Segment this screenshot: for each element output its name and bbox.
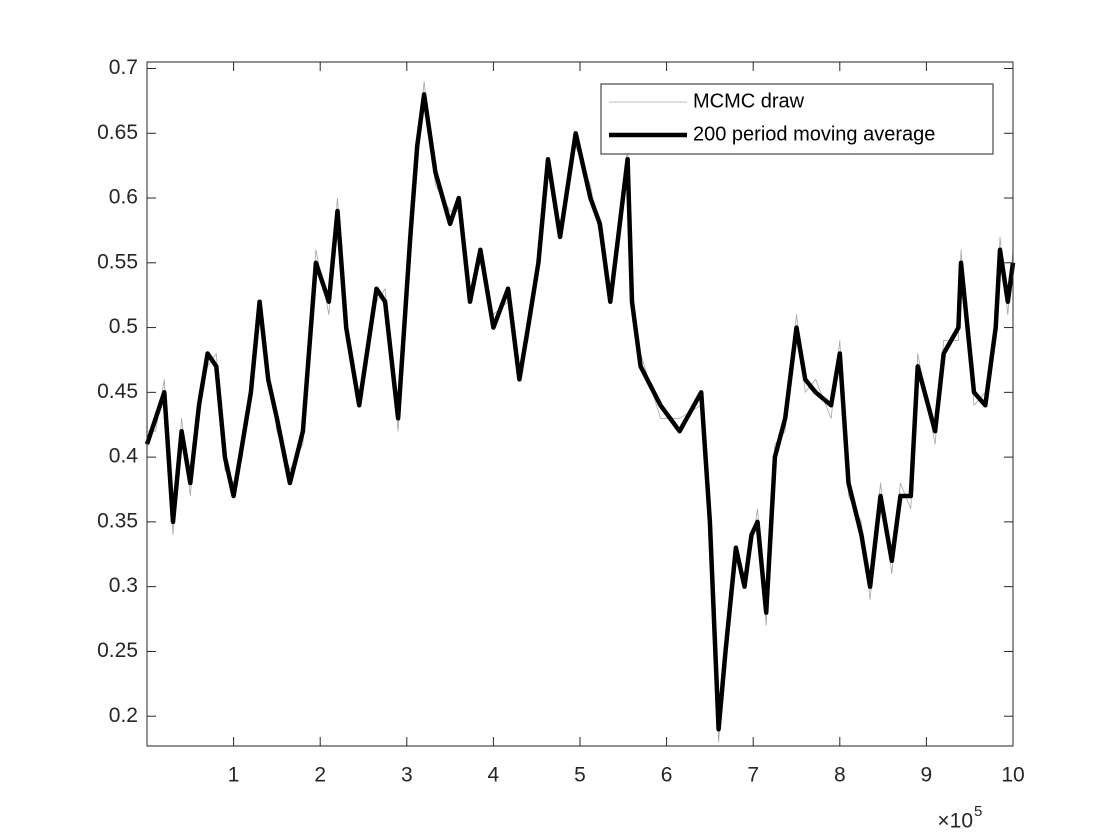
legend-box xyxy=(600,83,994,155)
y-tick-label: 0.35 xyxy=(97,509,138,532)
x-exponent-base: ×10 xyxy=(937,810,973,833)
x-tick-label: 6 xyxy=(661,764,673,787)
x-tick-label: 9 xyxy=(921,764,933,787)
x-tick-label: 1 xyxy=(228,764,240,787)
legend-label: MCMC draw xyxy=(693,90,805,112)
y-tick-label: 0.6 xyxy=(109,186,138,209)
series-line xyxy=(144,92,1016,732)
y-tick-label: 0.4 xyxy=(109,445,139,468)
y-tick-label: 0.45 xyxy=(97,380,138,403)
x-tick-label: 8 xyxy=(834,764,846,787)
legend-label: 200 period moving average xyxy=(693,123,935,145)
y-tick-label: 0.65 xyxy=(97,121,138,144)
x-tick-label: 2 xyxy=(314,764,326,787)
x-exponent: 5 xyxy=(974,803,982,820)
x-tick-label: 3 xyxy=(401,764,413,787)
y-tick-label: 0.3 xyxy=(109,574,138,597)
x-tick-label: 10 xyxy=(1001,764,1024,787)
y-tick-label: 0.5 xyxy=(109,315,138,338)
x-tick-label: 5 xyxy=(574,764,586,787)
y-tick-label: 0.2 xyxy=(109,704,138,727)
y-tick-label: 0.7 xyxy=(109,56,138,79)
x-tick-label: 7 xyxy=(747,764,759,787)
y-tick-label: 0.25 xyxy=(97,639,138,662)
x-tick-label: 4 xyxy=(488,764,500,787)
y-tick-label: 0.55 xyxy=(97,250,138,273)
